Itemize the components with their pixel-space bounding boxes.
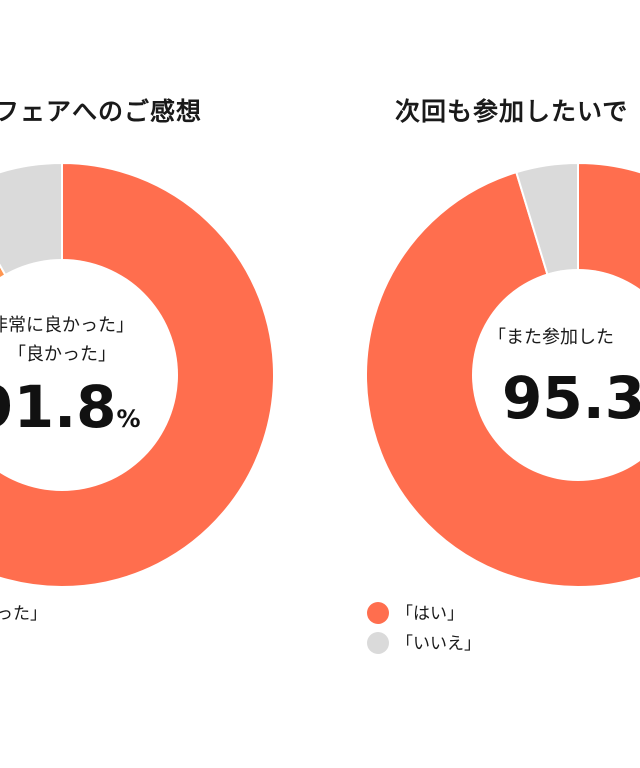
center-value-right: 95.3	[502, 364, 640, 432]
donut-hole-right	[472, 269, 640, 481]
legend-swatch-no	[367, 632, 389, 654]
center-label-right: 「また参加した	[488, 327, 614, 348]
chart-title-participation: 次回も参加したいで	[395, 97, 629, 126]
center-percent-left: 91.8%	[0, 373, 141, 441]
donut-hole-left	[0, 259, 178, 491]
chart-title-satisfaction: フェアへのご感想	[0, 97, 203, 126]
legend-label-left: った」	[0, 604, 47, 624]
center-value-left: 91.8	[0, 373, 117, 441]
legend-label-no: 「いいえ」	[396, 634, 481, 654]
center-label-left-1: 非常に良かった」	[0, 315, 134, 336]
center-unit-left: %	[117, 405, 141, 433]
center-label-left-2: 「良かった」	[8, 344, 116, 365]
legend-swatch-yes	[367, 602, 389, 624]
legend-label-yes: 「はい」	[396, 604, 464, 624]
